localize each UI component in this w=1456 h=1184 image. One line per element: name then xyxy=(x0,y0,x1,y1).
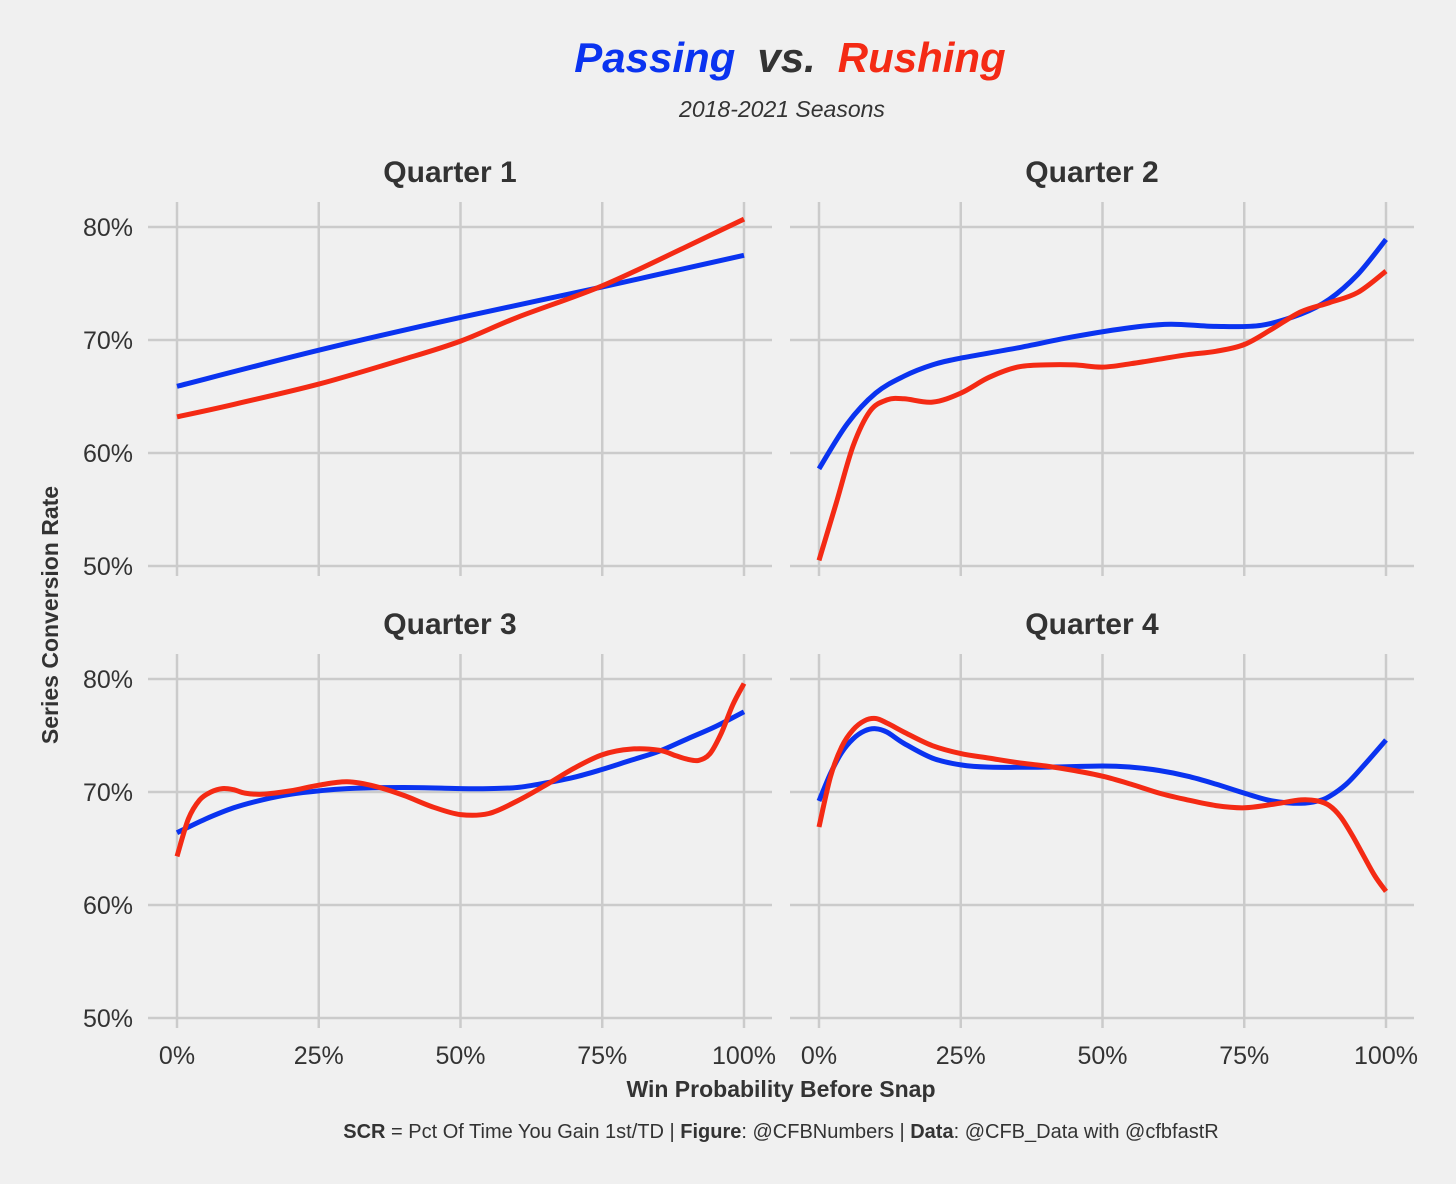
facet-panels: Quarter 1 50% 60% 70% 80% Quarter 2 Quarter 3 5… xyxy=(83,156,1418,1070)
title-passing: Passing xyxy=(574,34,735,81)
title-vs: vs. xyxy=(757,34,815,81)
x-tick-label: 50% xyxy=(1077,1042,1127,1070)
series-line-rushing xyxy=(816,715,1389,893)
y-tick-label: 50% xyxy=(83,1005,133,1033)
caption-scr-label: SCR xyxy=(343,1121,386,1143)
y-tick-label: 60% xyxy=(83,440,133,468)
x-tick-label: 25% xyxy=(936,1042,986,1070)
x-tick-label: 75% xyxy=(1219,1042,1269,1070)
panel-quarter-2: Quarter 2 xyxy=(790,156,1414,576)
panel-quarter-1: Quarter 1 50% 60% 70% 80% xyxy=(83,156,772,581)
caption-figure-text: : @CFBNumbers | xyxy=(741,1121,910,1143)
caption-data-text: : @CFB_Data with @cfbfastR xyxy=(954,1121,1219,1143)
panel-title: Quarter 4 xyxy=(1025,608,1159,641)
x-axis-title: Win Probability Before Snap xyxy=(626,1076,935,1102)
panel-title: Quarter 1 xyxy=(383,156,516,189)
series-line-rushing xyxy=(816,269,1388,562)
x-tick-label: 75% xyxy=(577,1042,627,1070)
x-tick-label: 100% xyxy=(1354,1042,1418,1070)
panel-title: Quarter 3 xyxy=(383,608,516,641)
panel-quarter-3: Quarter 3 50% 60% 70% 80% 0% 25% 50% 75% 100% xyxy=(83,608,776,1070)
x-tick-label: 50% xyxy=(435,1042,485,1070)
x-tick-label: 25% xyxy=(294,1042,344,1070)
y-tick-label: 80% xyxy=(83,214,133,242)
series-line-passing xyxy=(176,252,745,389)
caption-scr-text: = Pct Of Time You Gain 1st/TD | xyxy=(385,1121,680,1143)
y-tick-label: 60% xyxy=(83,892,133,920)
chart-subtitle: 2018-2021 Seasons xyxy=(678,96,885,122)
series-line-rushing xyxy=(176,216,746,420)
series-line-rushing xyxy=(174,682,747,858)
x-tick-label: 100% xyxy=(712,1042,776,1070)
title-rushing: Rushing xyxy=(838,34,1006,81)
chart-caption: SCR = Pct Of Time You Gain 1st/TD | Figu… xyxy=(343,1121,1218,1143)
panel-quarter-4: Quarter 4 0% 25% 50% 75% 100% xyxy=(790,608,1418,1070)
y-axis-title: Series Conversion Rate xyxy=(37,486,63,744)
y-tick-label: 50% xyxy=(83,553,133,581)
caption-figure-label: Figure xyxy=(680,1121,741,1143)
y-tick-label: 70% xyxy=(83,779,133,807)
y-tick-label: 80% xyxy=(83,666,133,694)
x-tick-label: 0% xyxy=(801,1042,837,1070)
panel-title: Quarter 2 xyxy=(1025,156,1158,189)
x-tick-label: 0% xyxy=(159,1042,195,1070)
chart-title: Passing vs. Rushing xyxy=(574,34,1005,81)
y-tick-label: 70% xyxy=(83,327,133,355)
caption-data-label: Data xyxy=(910,1121,954,1143)
